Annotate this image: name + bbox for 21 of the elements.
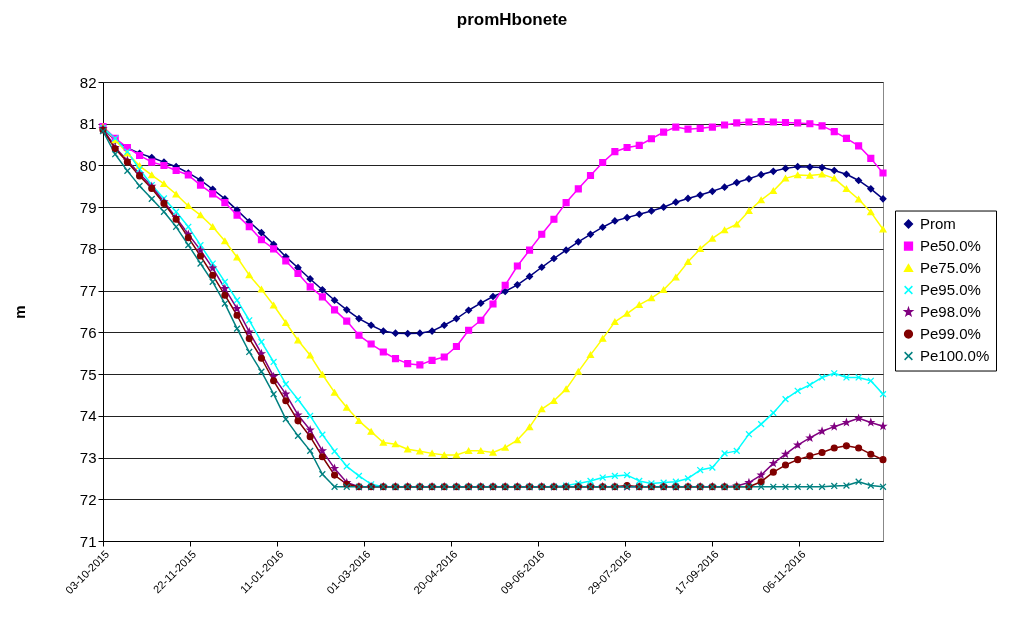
chart-title: promHbonete xyxy=(456,10,568,29)
legend-label: Pe98.0% xyxy=(920,303,981,321)
y-tick-label: 72 xyxy=(79,490,97,508)
legend-label: Pe50.0% xyxy=(920,237,981,255)
y-tick-label: 82 xyxy=(79,73,97,91)
y-tick-label: 74 xyxy=(79,407,97,425)
y-tick-label: 76 xyxy=(79,323,97,341)
legend-label: Prom xyxy=(920,215,956,233)
y-tick-label: 79 xyxy=(79,198,97,216)
legend-label: Pe95.0% xyxy=(920,281,981,299)
legend-label: Pe99.0% xyxy=(920,325,981,343)
y-tick-label: 80 xyxy=(79,156,97,174)
y-tick-label: 71 xyxy=(79,532,97,550)
y-tick-label: 73 xyxy=(79,449,97,467)
y-tick-label: 78 xyxy=(79,240,97,258)
y-axis-title: m xyxy=(10,305,28,319)
y-tick-label: 75 xyxy=(79,365,97,383)
legend-label: Pe100.0% xyxy=(920,347,990,365)
y-tick-label: 81 xyxy=(79,115,97,133)
y-tick-label: 77 xyxy=(79,282,97,300)
legend-label: Pe75.0% xyxy=(920,259,981,277)
